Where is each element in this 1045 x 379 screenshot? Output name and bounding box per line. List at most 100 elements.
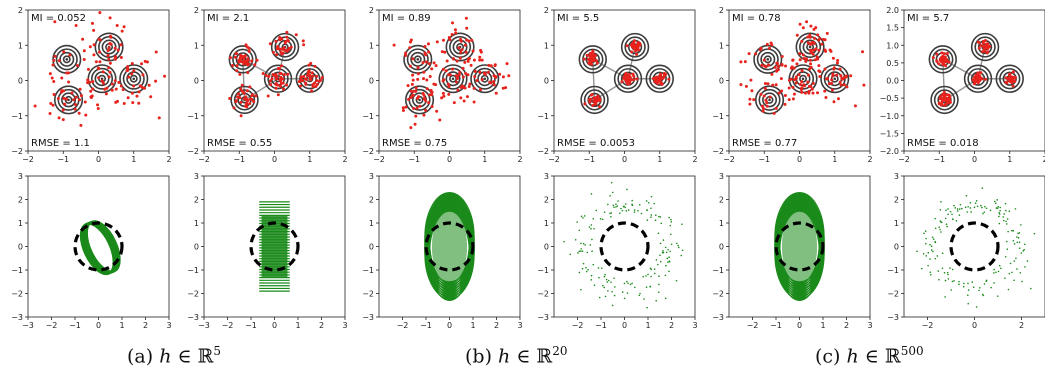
data-point	[739, 60, 743, 64]
y-tick-label: −3	[887, 313, 899, 322]
data-point	[125, 69, 129, 73]
data-point	[239, 87, 243, 91]
data-point	[90, 94, 94, 98]
data-point	[661, 76, 665, 80]
latent-point	[1009, 262, 1012, 265]
latent-point	[951, 268, 954, 271]
caption-a-exp: 5	[213, 344, 222, 358]
data-point	[411, 78, 415, 82]
data-point	[250, 94, 254, 98]
latent-point	[670, 221, 673, 223]
data-point	[626, 77, 630, 81]
latent-point	[964, 206, 967, 209]
data-point	[467, 85, 471, 89]
x-tick-label: −1	[408, 155, 420, 164]
data-point	[478, 88, 482, 92]
latent-point	[599, 218, 602, 220]
latent-point	[1005, 209, 1007, 212]
data-point	[816, 33, 820, 37]
data-point	[472, 100, 476, 104]
data-point	[940, 60, 944, 64]
data-point	[90, 21, 94, 25]
latent-point	[627, 209, 630, 211]
data-point	[427, 101, 431, 105]
latent-point	[624, 206, 627, 209]
latent-point	[958, 280, 960, 283]
latent-point	[578, 229, 581, 232]
data-point	[107, 46, 111, 50]
latent-point	[659, 260, 662, 263]
latent-point	[580, 215, 583, 218]
data-point	[582, 57, 586, 61]
latent-point	[971, 281, 974, 283]
y-tick-label: 0	[544, 243, 549, 252]
data-point	[244, 104, 248, 108]
data-point	[463, 86, 467, 90]
latent-point	[670, 218, 672, 221]
y-tick-label: 0	[18, 77, 23, 86]
data-point	[254, 94, 258, 98]
data-point	[92, 28, 96, 32]
data-point	[89, 89, 93, 93]
data-point	[235, 64, 239, 68]
caption-b-exp: 20	[552, 344, 568, 358]
data-point	[823, 67, 827, 71]
data-point	[429, 88, 433, 92]
data-point	[310, 89, 314, 93]
contour-center	[451, 77, 455, 81]
data-point	[775, 61, 779, 65]
data-point	[795, 62, 799, 66]
data-point	[422, 70, 426, 74]
data-point	[276, 93, 280, 97]
data-point	[981, 50, 985, 54]
contour-ring	[129, 74, 138, 83]
data-point	[319, 78, 323, 82]
data-point	[625, 81, 629, 85]
data-point	[589, 56, 593, 60]
data-point	[444, 69, 448, 73]
latent-point	[998, 264, 1001, 267]
data-point	[769, 41, 773, 45]
latent-point	[939, 220, 942, 222]
latent-point	[932, 238, 935, 240]
plot-area	[928, 32, 1024, 115]
contour-ring	[404, 85, 435, 115]
data-point	[459, 37, 463, 41]
latent-point	[975, 306, 978, 308]
data-point	[454, 80, 458, 84]
data-point	[96, 66, 100, 70]
data-point	[472, 86, 476, 90]
data-point	[783, 94, 787, 98]
data-point	[839, 83, 843, 87]
y-tick-label: 0.5	[886, 59, 899, 68]
x-tick-label: 2	[844, 321, 849, 330]
x-tick-label: 3	[517, 321, 522, 330]
data-point	[835, 61, 839, 65]
data-point	[986, 50, 990, 54]
data-point	[122, 102, 126, 106]
data-point	[311, 85, 315, 89]
latent-point	[939, 208, 942, 211]
latent-point	[657, 232, 660, 235]
data-point	[70, 91, 74, 95]
data-point	[315, 79, 319, 83]
data-point	[62, 50, 66, 54]
data-point	[421, 61, 425, 65]
data-point	[119, 55, 123, 59]
data-point	[401, 106, 405, 110]
x-tick-label: −2	[548, 155, 560, 164]
latent-point	[924, 230, 927, 232]
latent-point	[1012, 239, 1015, 242]
data-point	[232, 106, 236, 110]
data-point	[475, 79, 479, 83]
latent-point	[585, 270, 588, 273]
y-tick-label: −2	[187, 290, 199, 299]
data-point	[774, 106, 778, 110]
data-point	[632, 39, 636, 43]
latent-point	[1024, 243, 1026, 246]
data-point	[465, 26, 469, 30]
data-point	[416, 72, 420, 76]
y-tick-label: 0	[194, 243, 199, 252]
latent-core	[431, 208, 468, 285]
latent-point	[639, 292, 641, 295]
